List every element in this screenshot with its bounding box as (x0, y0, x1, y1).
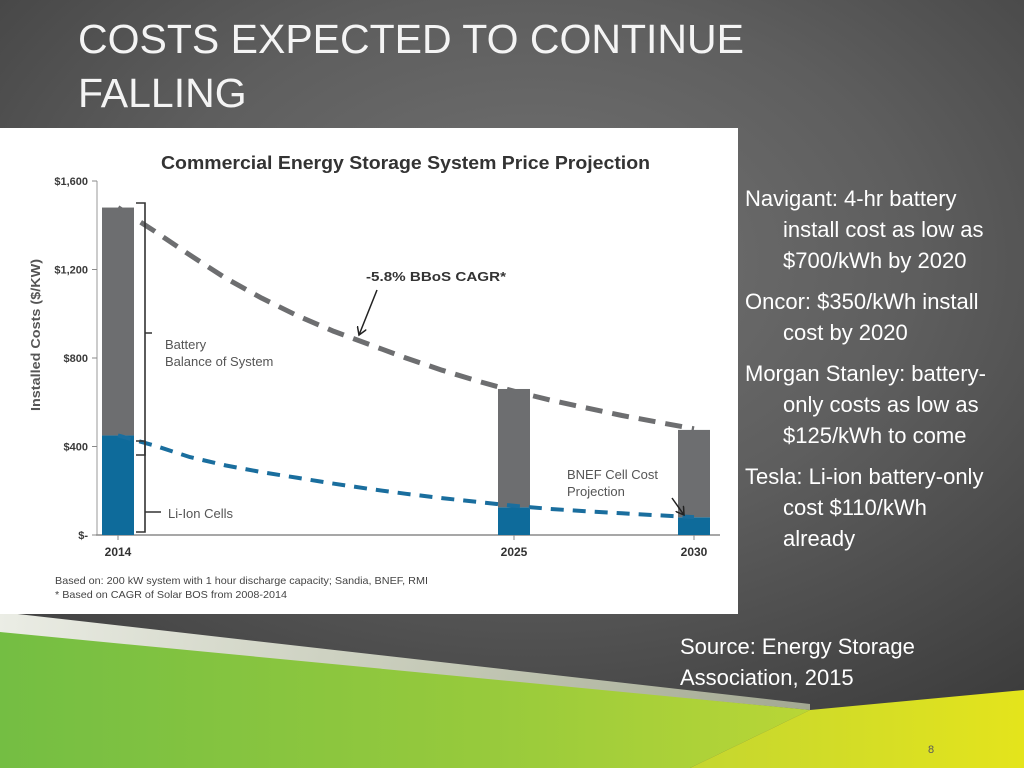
chart-marks: $- $400 $800 $1,200 $1,600 2014 2025 2030 (54, 176, 710, 559)
chart-footnote-1: Based on: 200 kW system with 1 hour disc… (55, 575, 428, 587)
bbos-cagr-trend-line (116, 205, 695, 432)
bar-li-ion-cells-2014 (102, 435, 134, 535)
bar-balance-of-system-2030 (678, 429, 710, 518)
source-citation: Source: Energy Storage Association, 2015 (680, 634, 915, 690)
bar-li-ion-cells-2025 (498, 507, 530, 535)
x-tick-label: 2030 (681, 545, 708, 559)
bullet-item-tesla: Tesla: Li-ion battery-only cost $110/kWh… (745, 464, 984, 551)
bnef-annotation-line-1: BNEF Cell Cost (567, 467, 658, 482)
bullet-item-morgan-stanley: Morgan Stanley: battery-only costs as lo… (745, 361, 986, 448)
bullet-list: Navigant: 4-hr battery install cost as l… (745, 183, 1001, 564)
page-number: 8 (928, 744, 935, 756)
swoosh-yellow-band (690, 690, 1024, 768)
bnef-annotation-line-2: Projection (567, 484, 625, 499)
y-tick-label: $- (78, 530, 88, 542)
bullet-item-navigant: Navigant: 4-hr battery install cost as l… (745, 186, 984, 273)
li-ion-cells-bracket (136, 440, 161, 533)
bar-balance-of-system-2014 (102, 207, 134, 436)
bar-balance-of-system-2025 (498, 388, 530, 508)
chart-footnote-2: * Based on CAGR of Solar BOS from 2008-2… (55, 589, 287, 601)
bar-li-ion-cells-2030 (678, 517, 710, 535)
swoosh-green-band (0, 632, 810, 768)
chart-title: Commercial Energy Storage System Price P… (161, 153, 650, 173)
chart-image: Commercial Energy Storage System Price P… (0, 128, 738, 614)
price-projection-chart: Commercial Energy Storage System Price P… (28, 153, 720, 601)
y-tick-label: $1,200 (54, 265, 88, 277)
x-tick-label: 2014 (105, 545, 132, 559)
battery-bos-label-line-2: Balance of System (165, 354, 273, 369)
bullet-item-oncor: Oncor: $350/kWh install cost by 2020 (745, 289, 979, 345)
swoosh-highlight-band (0, 612, 810, 710)
bnef-arrow (671, 497, 684, 515)
y-tick-label: $800 (64, 353, 88, 365)
y-tick-label: $400 (64, 442, 88, 454)
battery-bos-label-line-1: Battery (165, 337, 207, 352)
x-tick-label: 2025 (501, 545, 528, 559)
li-ion-cells-label: Li-Ion Cells (168, 506, 234, 521)
y-tick-label: $1,600 (54, 176, 88, 188)
bbos-cagr-arrow (359, 289, 378, 335)
bbos-cagr-annotation: -5.8% BBoS CAGR* (366, 269, 507, 284)
y-axis-title: Installed Costs ($/KW) (28, 259, 43, 411)
bnef-cell-cost-trend-line (117, 433, 695, 520)
battery-bos-bracket (136, 202, 152, 456)
slide-title: COSTS EXPECTED TO CONTINUE FALLING (78, 16, 744, 116)
